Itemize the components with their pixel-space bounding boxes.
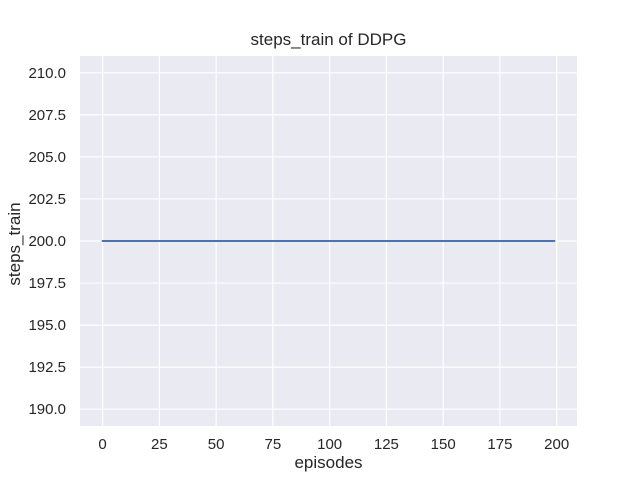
y-axis-label: steps_train [5, 202, 24, 286]
y-tick-label: 190.0 [28, 401, 66, 418]
x-axis-label: episodes [294, 453, 363, 472]
y-tick-label: 195.0 [28, 317, 66, 334]
x-tick-label: 50 [208, 436, 225, 453]
x-tick-label: 100 [317, 436, 342, 453]
y-tick-label: 200.0 [28, 233, 66, 250]
y-tick-label: 210.0 [28, 65, 66, 82]
x-tick-label: 200 [544, 436, 569, 453]
x-tick-label: 125 [374, 436, 399, 453]
x-tick-label: 75 [265, 436, 282, 453]
x-tick-label: 175 [487, 436, 512, 453]
y-tick-label: 207.5 [28, 107, 66, 124]
x-tick-label: 150 [431, 436, 456, 453]
x-tick-label: 25 [151, 436, 168, 453]
y-tick-label: 197.5 [28, 275, 66, 292]
y-tick-label: 202.5 [28, 191, 66, 208]
y-tick-label: 205.0 [28, 149, 66, 166]
y-tick-label: 192.5 [28, 359, 66, 376]
chart-title: steps_train of DDPG [250, 30, 407, 49]
x-tick-label: 0 [98, 436, 106, 453]
